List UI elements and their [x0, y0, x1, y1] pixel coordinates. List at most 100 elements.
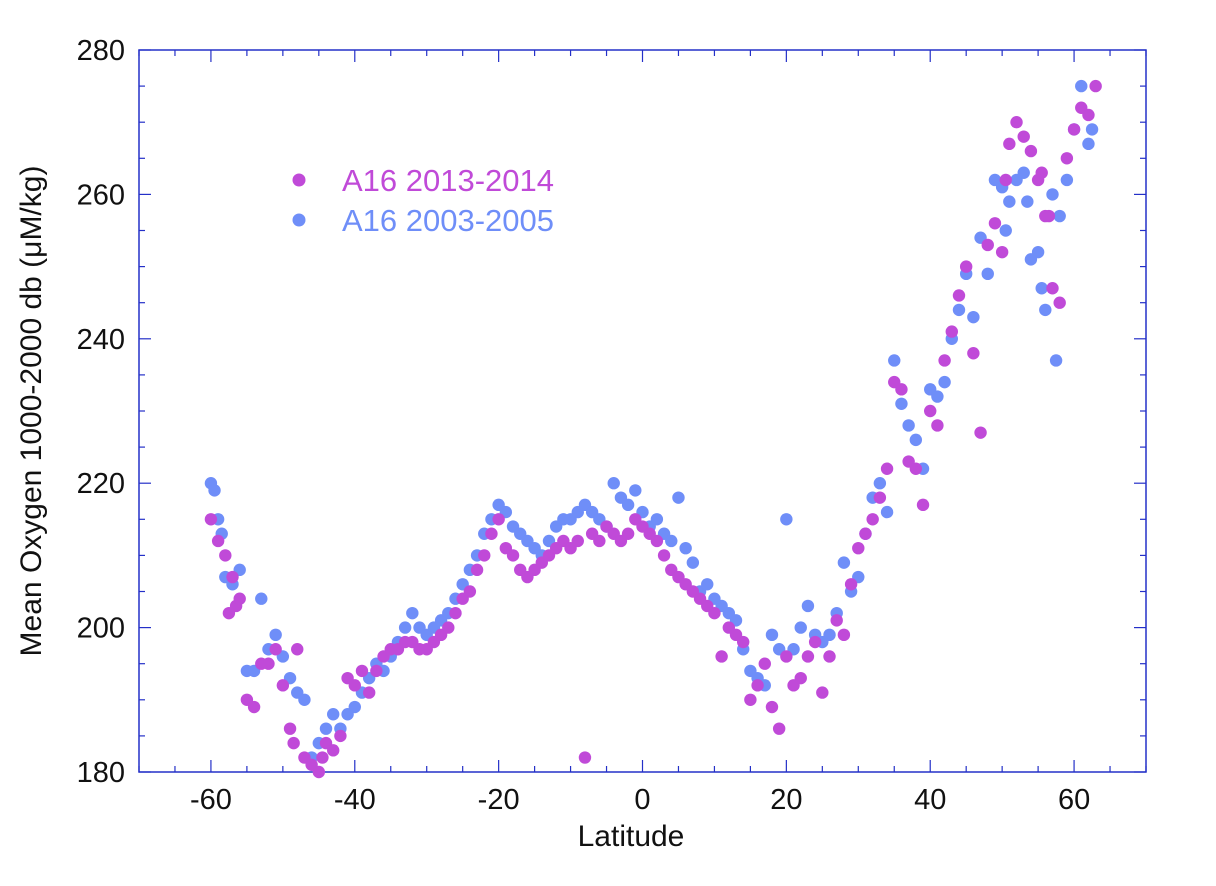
- data-point: [1082, 137, 1095, 151]
- data-point: [737, 635, 750, 649]
- data-point: [1049, 354, 1063, 367]
- data-point: [967, 310, 980, 324]
- y-axis-title: Mean Oxygen 1000-2000 db (μM/kg): [15, 166, 48, 657]
- data-points: [204, 79, 1102, 779]
- data-point: [672, 491, 685, 504]
- data-point: [492, 513, 505, 526]
- data-point: [1060, 152, 1074, 165]
- data-point: [255, 592, 268, 605]
- data-point: [398, 621, 412, 634]
- data-point: [758, 657, 771, 670]
- data-point: [959, 260, 973, 273]
- data-point: [506, 549, 520, 562]
- data-point: [1085, 123, 1099, 136]
- data-point: [578, 751, 592, 764]
- data-point: [924, 404, 937, 418]
- data-point: [1035, 166, 1048, 179]
- data-point: [629, 484, 642, 497]
- x-tick-labels: -60 -40 -20 0 20 40 60: [190, 784, 1090, 816]
- data-point: [981, 238, 994, 252]
- data-point: [291, 643, 304, 656]
- data-point: [751, 679, 764, 692]
- data-point: [916, 498, 930, 512]
- data-point: [211, 534, 225, 548]
- data-point: [485, 527, 498, 540]
- x-tick-label: 40: [914, 784, 946, 816]
- series-1: [204, 79, 1099, 764]
- data-point: [1003, 137, 1016, 151]
- data-point: [765, 700, 779, 714]
- x-tick-label: 60: [1058, 784, 1090, 816]
- data-point: [823, 628, 836, 642]
- data-point: [931, 419, 944, 432]
- data-point: [276, 679, 290, 692]
- data-point: [837, 628, 851, 642]
- data-point: [621, 498, 635, 512]
- data-point: [952, 303, 966, 317]
- data-point: [974, 426, 987, 439]
- data-point: [808, 635, 822, 649]
- data-point: [607, 477, 620, 490]
- data-point: [995, 245, 1009, 259]
- data-point: [938, 375, 951, 389]
- y-tick-label: 220: [77, 468, 125, 500]
- data-point: [621, 527, 635, 540]
- data-point: [650, 513, 664, 526]
- y-tick-label: 260: [77, 179, 125, 211]
- data-point: [1017, 130, 1030, 143]
- data-point: [1042, 209, 1056, 223]
- data-point: [988, 217, 1002, 230]
- data-point: [780, 513, 793, 526]
- data-point: [269, 643, 282, 656]
- data-point: [938, 354, 951, 367]
- data-point: [999, 173, 1012, 187]
- data-point: [794, 621, 807, 634]
- data-point: [931, 390, 944, 403]
- data-point: [873, 477, 887, 490]
- x-tick-label: -20: [478, 784, 520, 816]
- data-point: [830, 614, 843, 627]
- data-point: [686, 556, 700, 569]
- data-point: [701, 578, 714, 591]
- data-point: [837, 556, 851, 569]
- data-point: [650, 534, 664, 548]
- data-point: [1067, 123, 1081, 136]
- x-tick-label: -40: [334, 784, 376, 816]
- data-point: [888, 354, 901, 367]
- data-point: [801, 599, 815, 613]
- data-point: [816, 686, 829, 699]
- data-point: [319, 722, 333, 735]
- legend-marker-a16-2013-2014: [292, 173, 306, 187]
- data-point: [1021, 195, 1034, 208]
- series-0: [204, 79, 1102, 779]
- data-point: [283, 722, 297, 735]
- data-point: [765, 628, 779, 642]
- data-point: [1089, 79, 1102, 93]
- data-point: [873, 491, 887, 504]
- data-point: [593, 534, 606, 548]
- data-point: [316, 751, 329, 764]
- data-point: [1003, 195, 1016, 208]
- data-point: [478, 549, 491, 562]
- y-tick-label: 240: [77, 324, 125, 356]
- data-point: [1053, 296, 1066, 309]
- data-point: [715, 650, 728, 663]
- data-point: [895, 397, 908, 410]
- data-point: [909, 433, 923, 447]
- data-point: [298, 693, 311, 706]
- data-point: [823, 650, 836, 663]
- data-point: [327, 744, 340, 757]
- y-tick-label: 280: [77, 35, 125, 67]
- data-point: [844, 578, 858, 591]
- data-point: [355, 664, 369, 678]
- data-point: [1060, 173, 1074, 187]
- data-point: [1039, 303, 1052, 317]
- data-point: [262, 657, 275, 670]
- data-point: [348, 700, 361, 714]
- data-point: [312, 765, 326, 779]
- data-point: [981, 267, 994, 281]
- data-point: [247, 700, 261, 714]
- data-point: [679, 541, 692, 555]
- data-point: [866, 513, 879, 526]
- data-point: [657, 549, 671, 562]
